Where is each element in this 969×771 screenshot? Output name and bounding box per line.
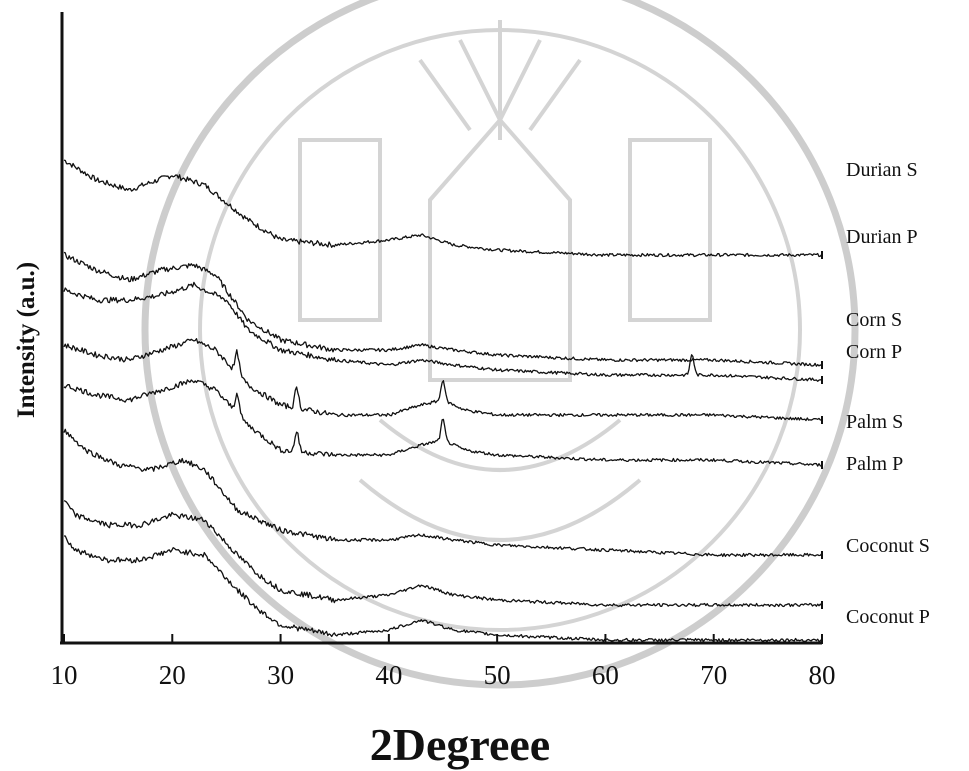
trace-palm-p: [63, 428, 823, 558]
series-label-coconut-p: Coconut P: [846, 606, 930, 628]
trace-corn-p: [63, 338, 822, 422]
x-tick-label-30: 30: [267, 660, 294, 690]
trace-durian-p: [63, 251, 822, 367]
series-labels: Durian S Durian P Corn S Corn P Palm S Palm P…: [846, 159, 930, 628]
trace-durian-s: [63, 159, 823, 258]
series-traces: [63, 159, 823, 644]
x-axis-title: 2Degreee: [370, 719, 550, 770]
x-tick-label-80: 80: [809, 660, 836, 690]
trace-palm-s: [63, 379, 822, 467]
x-tick-label-20: 20: [159, 660, 186, 690]
trace-coconut-p: [64, 535, 823, 643]
series-label-durian-p: Durian P: [846, 226, 918, 248]
trace-corn-s: [63, 281, 822, 382]
trace-coconut-s: [63, 500, 823, 608]
x-tick-label-50: 50: [484, 660, 511, 690]
x-tick-label-40: 40: [375, 660, 402, 690]
series-label-corn-p: Corn P: [846, 341, 902, 363]
x-tick-label-10: 10: [51, 660, 78, 690]
series-label-palm-s: Palm S: [846, 411, 903, 433]
x-tick-label-60: 60: [592, 660, 619, 690]
y-axis-title: Intensity (a.u.): [13, 262, 40, 418]
series-label-corn-s: Corn S: [846, 309, 902, 331]
series-label-durian-s: Durian S: [846, 159, 918, 181]
watermark-seal: [141, 0, 859, 689]
series-label-coconut-s: Coconut S: [846, 535, 930, 557]
x-tick-label-70: 70: [700, 660, 727, 690]
x-axis-tick-labels: 10 20 30 40 50 60 70 80: [51, 660, 836, 690]
x-axis-ticks: [63, 634, 823, 643]
series-label-palm-p: Palm P: [846, 453, 903, 475]
